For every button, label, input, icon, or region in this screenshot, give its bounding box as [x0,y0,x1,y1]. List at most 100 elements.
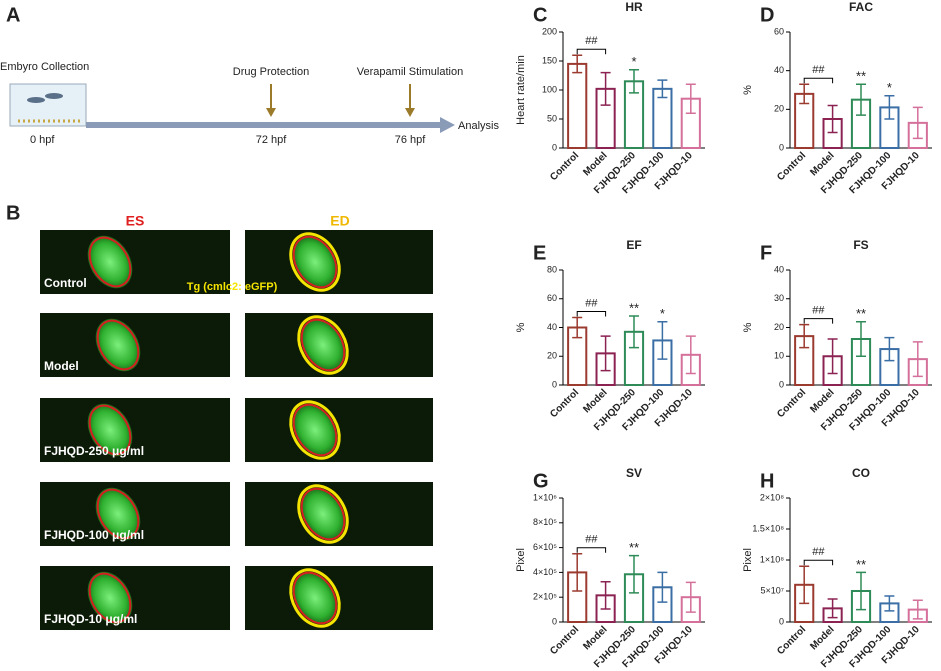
chart-title: HR [625,0,643,14]
arrow-head [405,108,415,117]
es-outline [88,236,132,288]
y-tick-label: 0 [552,616,557,626]
y-tick-label: 40 [547,322,557,332]
significance-label: * [887,80,892,95]
start-label: Embyro Collection [0,61,89,73]
error-bar [657,321,668,360]
error-bar [600,71,611,106]
significance-bracket [576,310,607,317]
error-bar [685,83,696,114]
error-bar [799,323,810,349]
y-tick-label: 2×10⁵ [533,592,557,602]
reporter-label: Tg (cmlc2: eGFP) [187,281,278,293]
y-tick-label: 60 [547,293,557,303]
y-tick-label: 0 [779,142,784,152]
ed-outline [289,568,341,628]
x-tick-label: Control [775,387,808,420]
y-tick-label: 30 [774,293,784,303]
panel-letter: H [760,470,774,492]
error-bar [884,595,895,612]
chart-title: SV [626,466,642,480]
es-outline [96,319,140,371]
micrograph [40,398,230,462]
error-bar [629,315,639,349]
es-outline [88,572,132,624]
error-bar [657,79,668,99]
panel-letter: B [6,202,20,224]
panel-letter: G [533,470,549,492]
error-bar [912,341,923,378]
heart [87,235,133,289]
y-tick-label: 50 [547,113,557,123]
y-axis-label: Pixel [742,548,754,572]
row-label: Model [44,359,79,373]
ed-outline [297,484,349,544]
error-bar [572,553,583,592]
significance-label: ** [856,306,866,321]
chart-title: EF [626,238,641,252]
y-tick-label: 1×10⁸ [760,554,784,564]
micrograph [40,566,230,630]
row-label: Control [44,276,87,290]
panel-letter: A [6,4,20,26]
heart [292,571,338,625]
y-tick-label: 80 [547,264,557,274]
ed-outline [297,315,349,375]
y-tick-label: 20 [774,322,784,332]
panel-letter: D [760,4,774,26]
x-tick-label: Control [775,624,808,657]
y-tick-label: 0 [779,379,784,389]
error-bar [685,335,696,375]
es-outline [292,403,338,457]
x-tick-label: Control [548,150,581,183]
arrow-head [266,108,276,117]
y-tick-label: 40 [774,264,784,274]
error-bar [827,598,838,619]
es-outline [292,571,338,625]
es-outline [300,318,346,372]
y-tick-label: 20 [547,351,557,361]
ed-outline [289,232,341,292]
error-bar [884,336,895,362]
column-label: ES [126,213,145,229]
y-tick-label: 0 [552,379,557,389]
error-bar [600,335,611,372]
y-tick-label: 0 [779,616,784,626]
error-bar [884,95,895,120]
significance-bracket [576,48,607,55]
heart [95,318,141,372]
fish [45,93,63,99]
panel-letter: E [533,242,546,264]
heart [300,487,346,541]
chart-title: CO [852,466,870,480]
x-tick-label: Control [548,387,581,420]
error-bar [572,54,583,74]
significance-bracket [803,318,834,324]
y-tick-label: 5×10⁷ [760,585,784,595]
es-outline [88,404,132,456]
significance-label: * [660,306,665,321]
row-label: FJHQD-100 μg/ml [44,528,144,542]
heart [87,571,133,625]
panel-letter: F [760,242,772,264]
significance-label: ** [856,69,866,84]
chart-title: FS [853,238,868,252]
x-tick-label: Control [775,150,808,183]
tank [9,83,87,127]
y-tick-label: 40 [774,65,784,75]
heart [87,403,133,457]
y-axis-label: Heart rate/min [515,55,527,125]
chart-title: FAC [849,0,873,14]
heart [95,487,141,541]
es-outline [300,487,346,541]
column-label: ED [330,213,349,229]
significance-bracket [576,547,607,553]
y-tick-label: 200 [542,26,557,36]
error-bar [856,83,866,116]
y-tick-label: 60 [774,26,784,36]
row-label: FJHQD-10 μg/ml [44,612,137,626]
y-axis-label: Pixel [515,548,527,572]
y-axis-label: % [515,322,527,332]
